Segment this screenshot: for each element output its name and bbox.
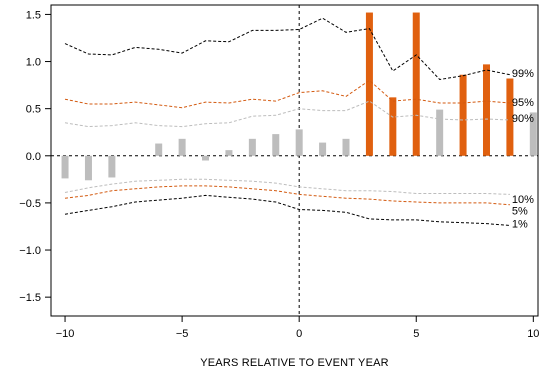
bar-1 [319, 142, 327, 156]
y-tick-label: −1.0 [19, 245, 41, 257]
bar--4 [202, 155, 210, 161]
bar-5 [412, 12, 420, 156]
bar--2 [248, 138, 256, 156]
band-line-p99 [64, 17, 510, 81]
band-line-p1 [64, 194, 510, 226]
x-tick-label: −5 [176, 328, 189, 340]
bar-0 [295, 129, 303, 156]
bar-8 [482, 64, 490, 156]
bar--8 [108, 155, 116, 178]
percentile-bands [64, 17, 510, 226]
band-label-4: 5% [512, 205, 528, 217]
bars [61, 12, 537, 181]
band-label-2: 90% [512, 113, 534, 125]
y-tick-label: 0.5 [26, 104, 41, 116]
band-line-p5 [64, 185, 510, 206]
band-label-0: 99% [512, 68, 534, 80]
y-tick-label: 1.0 [26, 57, 41, 69]
band-label-3: 10% [512, 194, 534, 206]
x-tick-label: 10 [527, 328, 539, 340]
bar--1 [272, 134, 280, 156]
x-axis: −10 −5 0 5 10 [56, 316, 539, 340]
y-tick-label: −1.5 [19, 292, 41, 304]
band-label-5: 1% [512, 219, 528, 231]
bar-4 [389, 97, 397, 156]
bar-7 [459, 74, 467, 156]
x-tick-label: −10 [56, 328, 75, 340]
y-tick-label: 1.5 [26, 9, 41, 21]
bar--5 [178, 138, 186, 156]
band-line-p95 [64, 79, 510, 109]
band-line-p10 [64, 178, 510, 195]
y-tick-label: 0.0 [26, 151, 41, 163]
band-labels: 99% 95% 90% 10%5% 1% [512, 68, 534, 231]
x-axis-title: YEARS RELATIVE TO EVENT YEAR [200, 357, 389, 369]
bar-2 [342, 138, 350, 156]
bar--6 [155, 143, 163, 156]
bar--10 [61, 155, 69, 179]
bar-3 [365, 12, 373, 156]
y-tick-label: −0.5 [19, 198, 41, 210]
bar-10 [529, 112, 537, 156]
bar--9 [84, 155, 92, 181]
band-line-p90 [64, 100, 510, 128]
plot-frame [50, 4, 539, 317]
bar-6 [436, 109, 444, 156]
bar-9 [506, 78, 514, 156]
band-label-1: 95% [512, 97, 534, 109]
bar--3 [225, 150, 233, 156]
x-tick-label: 5 [413, 328, 419, 340]
x-tick-label: 0 [296, 328, 302, 340]
y-axis: −1.5 −1.0 −0.5 0.0 0.5 1.0 1.5 [19, 9, 51, 304]
